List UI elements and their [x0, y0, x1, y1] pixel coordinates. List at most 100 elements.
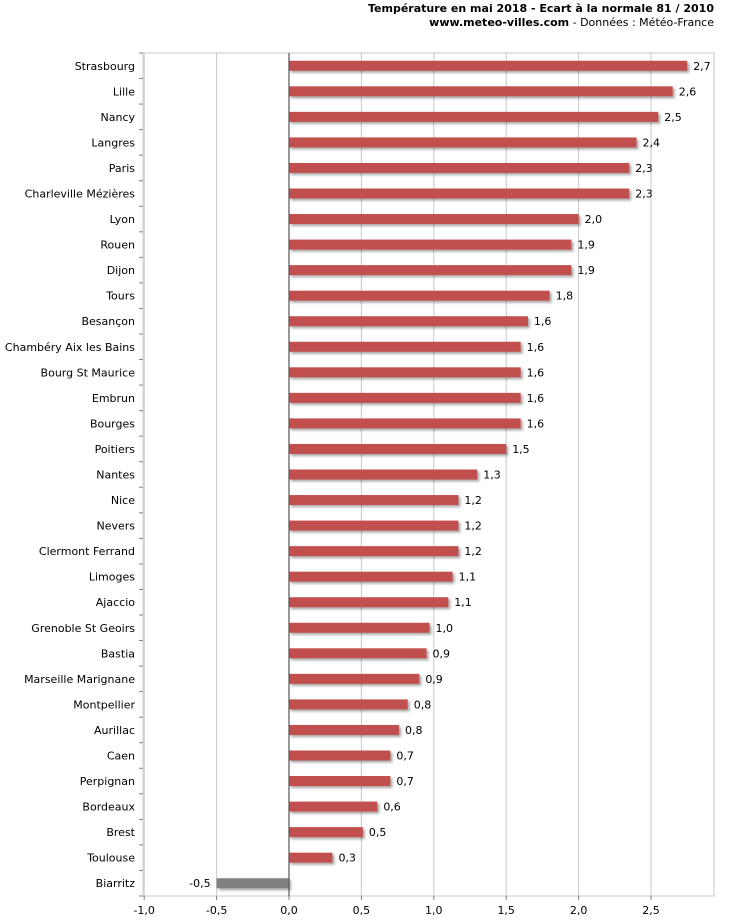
data-label: 0,7	[396, 775, 414, 788]
bar	[289, 827, 363, 838]
data-label: 0,5	[369, 826, 387, 839]
source-site[interactable]: www.meteo-villes.com	[429, 16, 570, 29]
bar	[289, 571, 453, 582]
data-label: 0,7	[396, 750, 414, 763]
bar	[216, 878, 289, 889]
bar	[289, 265, 572, 276]
x-tick-label: 0,0	[280, 904, 298, 917]
category-label: Chambéry Aix les Bains	[5, 341, 135, 354]
chart-title: Température en mai 2018 - Ecart à la nor…	[367, 2, 714, 15]
data-label: 1,6	[527, 366, 545, 379]
category-label: Limoges	[89, 571, 135, 584]
x-tick-label: 2,5	[642, 904, 660, 917]
category-label: Nevers	[96, 520, 135, 533]
category-label: Montpellier	[73, 698, 135, 711]
category-label: Aurillac	[94, 724, 135, 737]
category-label: Nancy	[101, 111, 136, 124]
data-label: 2,5	[664, 111, 682, 124]
data-label: 0,8	[405, 724, 423, 737]
bar	[289, 367, 521, 378]
data-label: 1,1	[459, 571, 477, 584]
bar	[289, 316, 528, 327]
data-label: 2,4	[643, 136, 661, 149]
category-label: Toulouse	[86, 852, 135, 865]
category-label: Perpignan	[80, 775, 135, 788]
data-label: 1,5	[512, 443, 530, 456]
data-label: -0,5	[189, 877, 210, 890]
bar	[289, 137, 637, 148]
category-label: Embrun	[92, 392, 135, 405]
bar	[289, 418, 521, 429]
category-label: Langres	[91, 136, 135, 149]
category-label: Clermont Ferrand	[39, 545, 135, 558]
data-label: 1,1	[454, 596, 472, 609]
bar	[289, 622, 430, 633]
data-label: 2,6	[679, 85, 697, 98]
category-label: Nice	[111, 494, 135, 507]
category-label: Bastia	[101, 647, 135, 660]
x-tick-label: -1,0	[133, 904, 154, 917]
bar	[289, 801, 378, 812]
bar	[289, 290, 550, 301]
data-label: 1,9	[577, 264, 595, 277]
data-label: 1,8	[556, 290, 574, 303]
data-label: 0,8	[414, 698, 432, 711]
data-label: 1,0	[435, 622, 453, 635]
category-label: Brest	[106, 826, 135, 839]
bar	[289, 469, 478, 480]
data-label: 0,9	[425, 673, 443, 686]
bar	[289, 750, 391, 761]
data-label: 1,6	[527, 392, 545, 405]
x-tick-label: 0,5	[353, 904, 371, 917]
bar	[289, 520, 459, 531]
category-label: Grenoble St Geoirs	[31, 622, 135, 635]
bar	[289, 111, 659, 122]
data-label: 1,6	[534, 315, 552, 328]
bar	[289, 724, 400, 735]
category-label: Caen	[107, 750, 135, 763]
bar	[289, 60, 688, 71]
data-label: 1,3	[483, 469, 501, 482]
data-label: 2,7	[693, 60, 711, 73]
bar	[289, 188, 630, 199]
data-label: 2,3	[635, 162, 653, 175]
bar	[289, 597, 449, 608]
category-label: Bourg St Maurice	[41, 366, 136, 379]
bar	[289, 673, 420, 684]
bar	[289, 852, 333, 863]
category-label: Rouen	[100, 239, 135, 252]
x-tick-label: 2,0	[570, 904, 588, 917]
x-tick-label: -0,5	[206, 904, 227, 917]
data-label: 1,2	[464, 494, 482, 507]
bar	[289, 699, 408, 710]
data-label: 0,6	[383, 801, 401, 814]
category-label: Bourges	[90, 417, 135, 430]
chart-subtitle: www.meteo-villes.com - Données : Météo-F…	[429, 16, 714, 29]
category-label: Bordeaux	[82, 801, 135, 814]
bar	[289, 239, 572, 250]
category-label: Charleville Mézières	[25, 188, 136, 201]
category-label: Biarritz	[96, 877, 136, 890]
category-label: Nantes	[96, 469, 135, 482]
category-label: Lyon	[110, 213, 135, 226]
category-label: Ajaccio	[96, 596, 135, 609]
bar	[289, 392, 521, 403]
data-label: 1,9	[577, 239, 595, 252]
bar	[289, 214, 579, 225]
bar	[289, 648, 427, 659]
x-tick-label: 1,5	[497, 904, 515, 917]
bar	[289, 443, 507, 454]
source-note: - Données : Météo-France	[569, 16, 714, 29]
data-label: 1,6	[527, 417, 545, 430]
bar	[289, 546, 459, 557]
category-label: Lille	[113, 85, 135, 98]
x-tick-label: 1,0	[425, 904, 443, 917]
category-label: Besançon	[81, 315, 135, 328]
category-label: Marseille Marignane	[24, 673, 135, 686]
data-label: 2,3	[635, 188, 653, 201]
category-label: Paris	[109, 162, 135, 175]
data-label: 0,3	[338, 852, 356, 865]
category-label: Poitiers	[95, 443, 136, 456]
data-label: 1,2	[464, 545, 482, 558]
